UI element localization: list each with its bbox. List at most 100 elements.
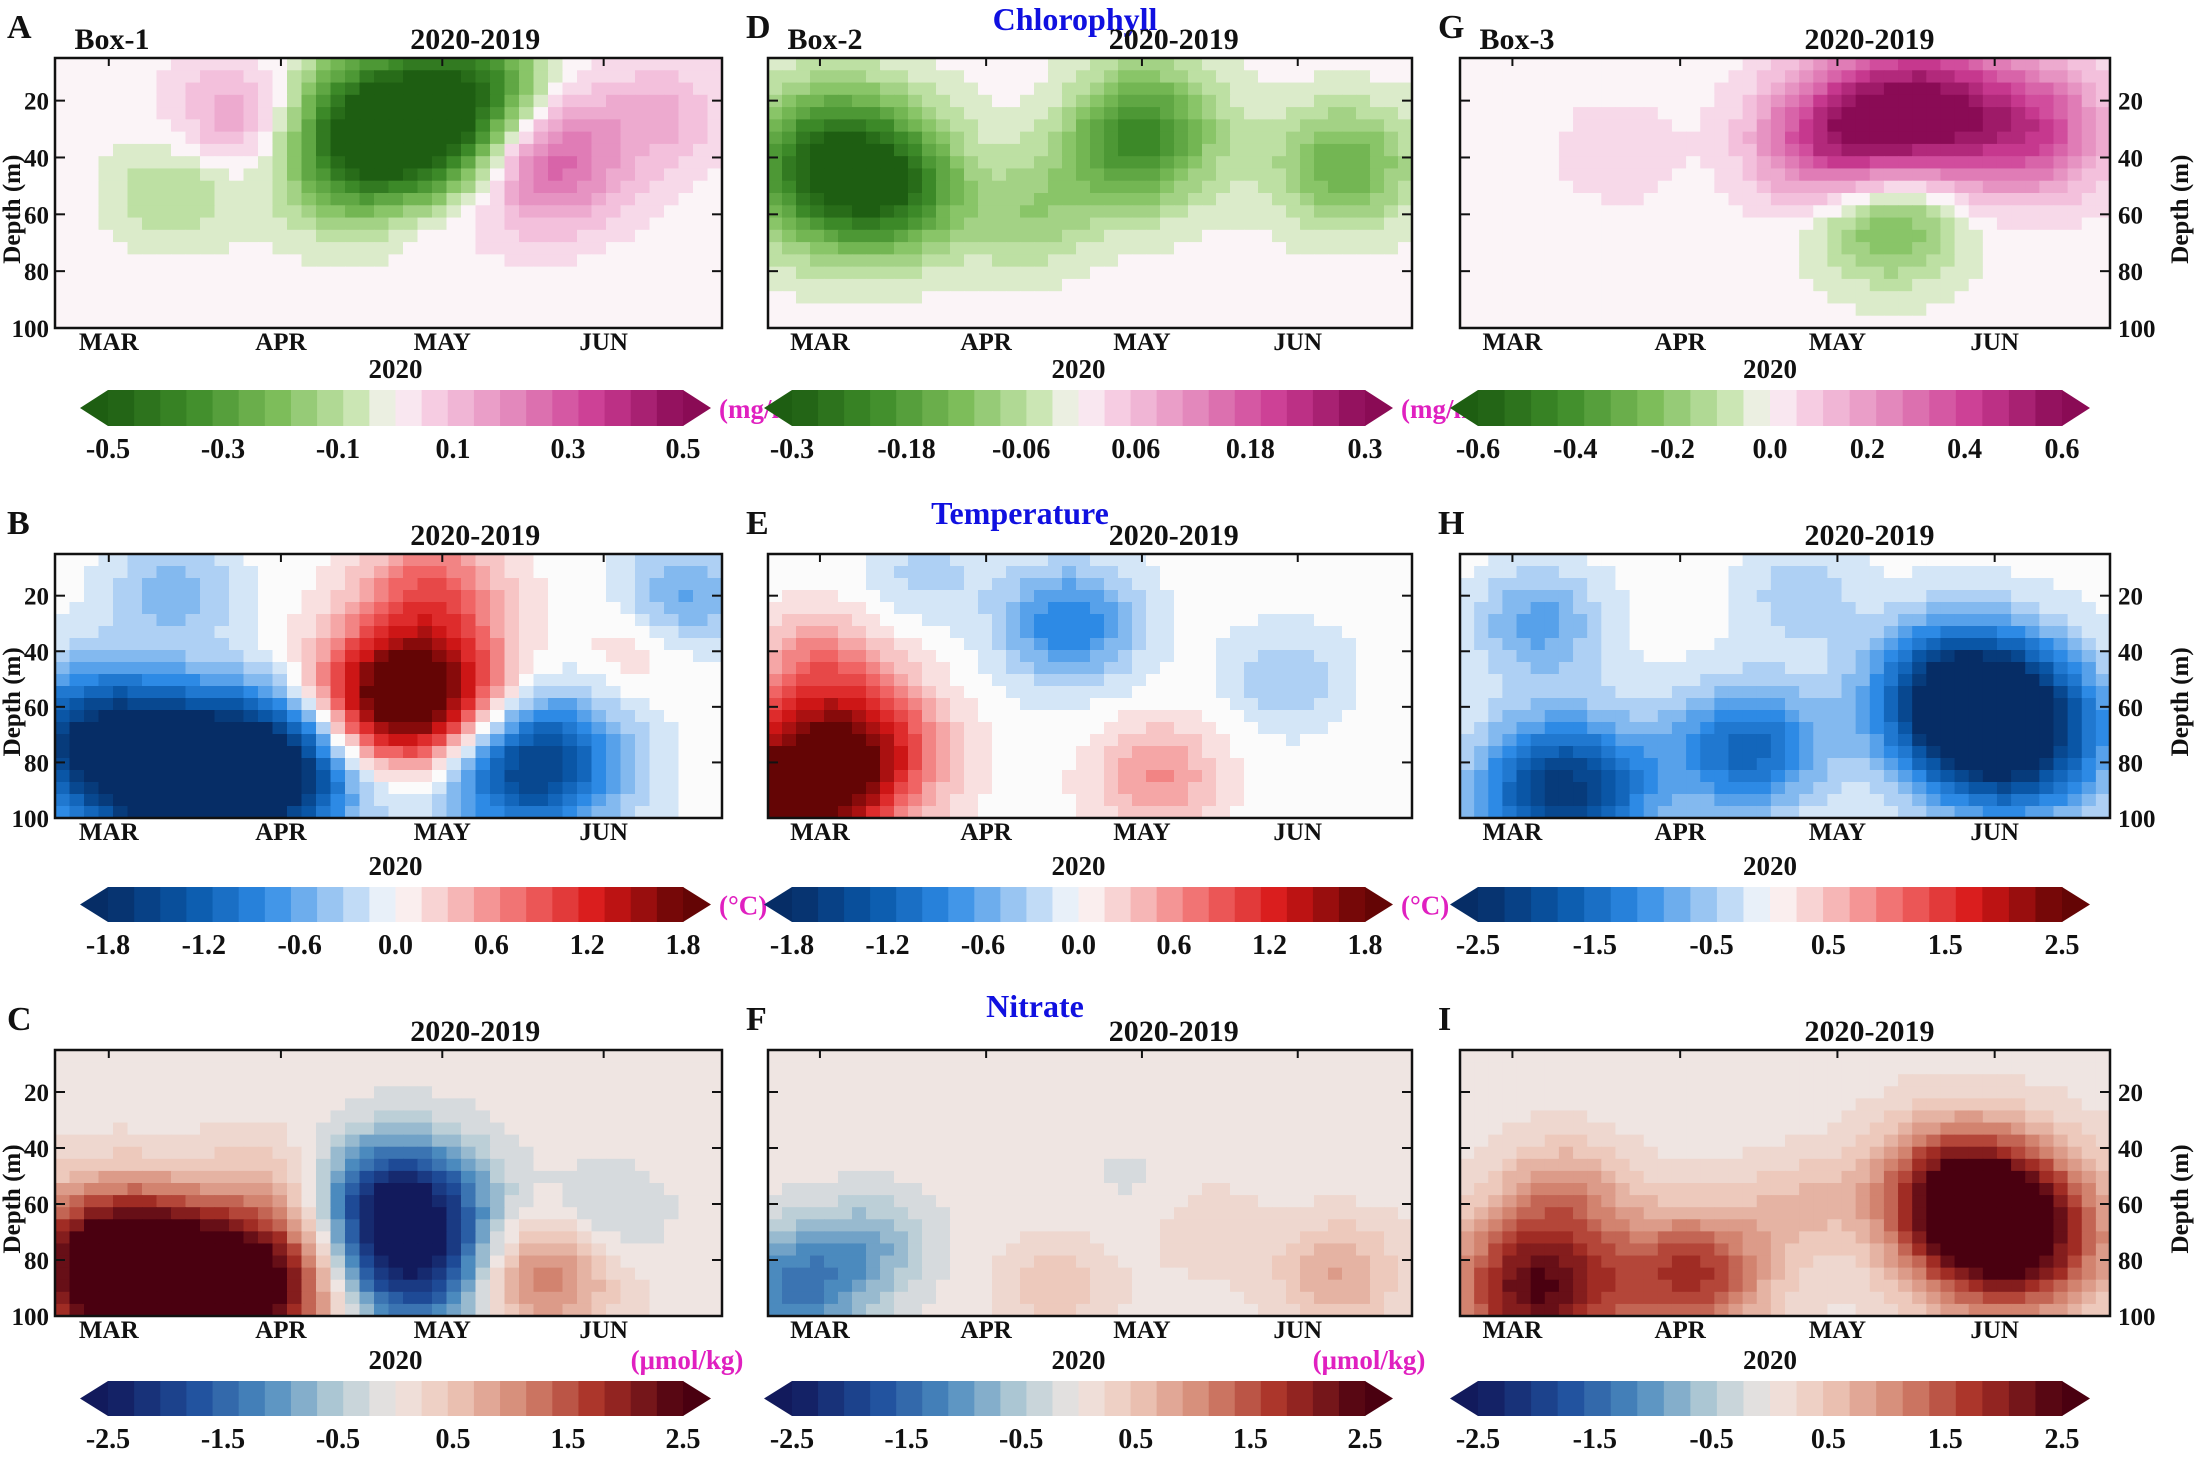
- heatmap-cell: [417, 242, 433, 255]
- heatmap-cell: [84, 566, 100, 579]
- heatmap-cell: [316, 107, 332, 120]
- heatmap-cell: [1216, 242, 1231, 255]
- heatmap-cell: [693, 229, 709, 243]
- heatmap-cell: [2025, 315, 2040, 329]
- heatmap-cell: [98, 722, 114, 735]
- heatmap-cell: [1629, 119, 1645, 133]
- heatmap-cell: [1062, 746, 1077, 759]
- heatmap-cell: [1244, 70, 1259, 84]
- heatmap-cell: [461, 698, 477, 711]
- heatmap-cell: [606, 266, 622, 280]
- heatmap-cell: [1573, 168, 1588, 182]
- heatmap-cell: [936, 698, 951, 711]
- heatmap-cell: [345, 794, 361, 807]
- heatmap-cell: [1034, 70, 1049, 84]
- heatmap-cell: [992, 119, 1007, 133]
- heatmap-cell: [1488, 107, 1503, 120]
- heatmap-cell: [1118, 710, 1133, 723]
- heatmap-cell: [84, 710, 100, 723]
- heatmap-cell: [1216, 291, 1231, 305]
- heatmap-cell: [577, 303, 593, 317]
- heatmap-cell: [635, 722, 651, 735]
- heatmap-cell: [142, 722, 158, 735]
- heatmap-cell: [84, 156, 100, 170]
- heatmap-cell: [258, 131, 274, 145]
- heatmap-cell: [664, 168, 680, 182]
- heatmap-cell: [258, 70, 274, 84]
- heatmap-cell: [1020, 94, 1035, 108]
- heatmap-cell: [894, 698, 909, 711]
- heatmap-cell: [1258, 614, 1273, 627]
- heatmap-cell: [69, 626, 85, 639]
- heatmap-cell: [316, 698, 332, 711]
- heatmap-cell: [1258, 650, 1273, 663]
- heatmap-cell: [1356, 168, 1371, 182]
- heatmap-cell: [1314, 626, 1329, 639]
- heatmap-cell: [1076, 229, 1091, 243]
- heatmap-cell: [113, 662, 129, 675]
- heatmap-cell: [1370, 82, 1385, 96]
- heatmap-cell: [1244, 278, 1259, 292]
- heatmap-cell: [1813, 266, 1828, 280]
- heatmap-cell: [894, 156, 909, 170]
- heatmap-cell: [1700, 254, 1715, 268]
- heatmap-cell: [504, 578, 520, 591]
- heatmap-cell: [55, 229, 71, 243]
- heatmap-cell: [978, 266, 993, 280]
- heatmap-cell: [936, 578, 951, 591]
- heatmap-cell: [1474, 131, 1489, 145]
- heatmap-cell: [84, 168, 100, 182]
- heatmap-cell: [98, 131, 114, 145]
- heatmap-cell: [432, 770, 448, 783]
- heatmap-cell: [1869, 143, 1885, 157]
- heatmap-cell: [649, 180, 665, 194]
- heatmap-cell: [1188, 107, 1203, 120]
- heatmap-cell: [1384, 554, 1399, 567]
- heatmap-cell: [1230, 156, 1245, 170]
- heatmap-cell: [475, 638, 491, 651]
- heatmap-cell: [1770, 168, 1786, 182]
- heatmap-cell: [1728, 217, 1744, 231]
- heatmap-cell: [1146, 698, 1161, 711]
- heatmap-cell: [417, 686, 433, 699]
- heatmap-cell: [1076, 686, 1091, 699]
- heatmap-cell: [562, 119, 578, 133]
- heatmap-cell: [1686, 217, 1701, 231]
- heatmap-cell: [606, 602, 622, 615]
- heatmap-cell: [417, 94, 433, 108]
- heatmap-cell: [707, 70, 723, 84]
- heatmap-cell: [417, 734, 433, 747]
- heatmap-cell: [562, 82, 578, 96]
- heatmap-cell: [490, 566, 506, 579]
- heatmap-cell: [1573, 242, 1588, 255]
- heatmap-cell: [446, 806, 462, 819]
- heatmap-cell: [936, 156, 951, 170]
- heatmap-cell: [1657, 70, 1673, 84]
- heatmap-cell: [359, 626, 375, 639]
- heatmap-cell: [258, 674, 274, 687]
- heatmap-cell: [446, 638, 462, 651]
- heatmap-cell: [936, 143, 951, 157]
- heatmap-cell: [1244, 686, 1259, 699]
- heatmap-cell: [214, 554, 230, 567]
- heatmap-cell: [1034, 686, 1049, 699]
- heatmap-cell: [693, 734, 709, 747]
- heatmap-cell: [894, 614, 909, 627]
- heatmap-cell: [403, 590, 419, 603]
- heatmap-cell: [1516, 156, 1532, 170]
- heatmap-cell: [403, 82, 419, 96]
- heatmap-cell: [796, 70, 811, 84]
- heatmap-cell: [838, 143, 853, 157]
- heatmap-cell: [824, 266, 839, 280]
- heatmap-cell: [519, 266, 535, 280]
- heatmap-cell: [345, 82, 361, 96]
- heatmap-cell: [1174, 254, 1189, 268]
- heatmap-cell: [1629, 180, 1645, 194]
- heatmap-cell: [55, 193, 71, 206]
- heatmap-cell: [768, 229, 783, 243]
- heatmap-cell: [866, 662, 881, 675]
- heatmap-cell: [446, 180, 462, 194]
- heatmap-cell: [374, 722, 390, 735]
- heatmap-cell: [185, 734, 201, 747]
- heatmap-cell: [1300, 119, 1315, 133]
